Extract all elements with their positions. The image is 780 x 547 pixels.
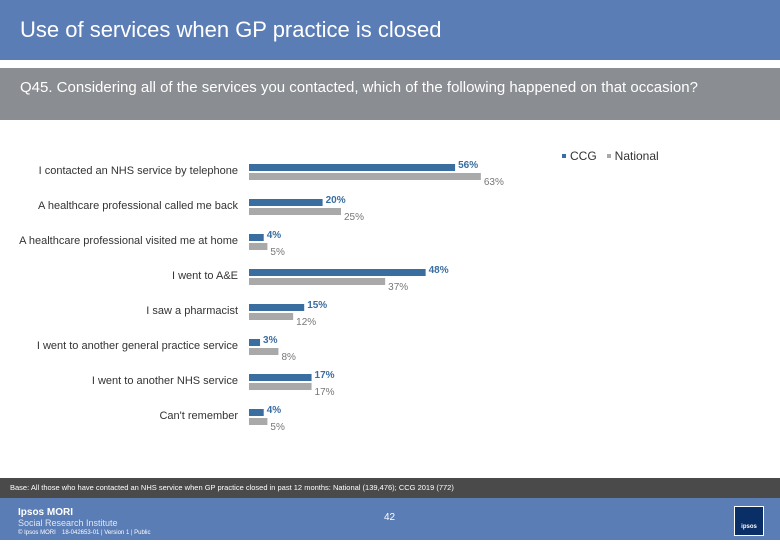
- legend-item-national: National: [606, 149, 659, 163]
- category-label: I went to another general practice servi…: [37, 340, 238, 352]
- bar-chart: I contacted an NHS service by telephone 5…: [19, 160, 504, 433]
- bar-national: [249, 243, 268, 250]
- chart-legend: CCG National: [562, 149, 659, 163]
- page-title: Use of services when GP practice is clos…: [20, 17, 442, 42]
- bar-ccg: [249, 199, 323, 206]
- base-note-bar: Base: All those who have contacted an NH…: [0, 478, 780, 498]
- bar-ccg: [249, 164, 456, 171]
- data-label-ccg: 48%: [429, 265, 449, 276]
- data-label-national: 5%: [270, 422, 285, 433]
- bar-national: [249, 418, 268, 425]
- category-label: I went to A&E: [172, 270, 238, 282]
- category-label: I saw a pharmacist: [146, 305, 238, 317]
- category-label: A healthcare professional visited me at …: [19, 235, 238, 247]
- logo-text: ipsos: [741, 524, 757, 530]
- footer-bar: Ipsos MORI Social Research Institute © I…: [0, 498, 780, 540]
- data-label-ccg: 20%: [326, 195, 346, 206]
- bar-national: [249, 313, 294, 320]
- brand-subtitle: Social Research Institute: [18, 518, 118, 528]
- data-label-ccg: 4%: [267, 405, 282, 416]
- legend-item-ccg: CCG: [562, 149, 597, 163]
- bar-national: [249, 278, 386, 285]
- bar-national: [249, 383, 312, 390]
- legend-swatch-national: [606, 154, 611, 158]
- bar-ccg: [249, 269, 426, 276]
- job-reference: 18-042653-01 | Version 1 | Public: [62, 530, 151, 536]
- data-label-ccg: 56%: [458, 160, 478, 171]
- bar-ccg: [249, 234, 264, 241]
- question-bar: Q45. Considering all of the services you…: [0, 68, 780, 120]
- data-label-national: 37%: [388, 282, 408, 293]
- data-label-ccg: 4%: [267, 230, 282, 241]
- bar-ccg: [249, 409, 264, 416]
- category-label: Can't remember: [159, 410, 238, 422]
- data-label-ccg: 17%: [315, 370, 335, 381]
- data-label-national: 63%: [484, 177, 504, 188]
- ipsos-logo: ipsos: [734, 506, 764, 536]
- data-label-national: 17%: [315, 387, 335, 398]
- base-note: Base: All those who have contacted an NH…: [10, 483, 454, 492]
- title-bar: Use of services when GP practice is clos…: [0, 0, 780, 60]
- legend-label-ccg: CCG: [570, 149, 597, 163]
- data-label-ccg: 15%: [307, 300, 327, 311]
- copyright: © Ipsos MORI: [18, 530, 56, 536]
- page-number: 42: [384, 512, 396, 523]
- legend-swatch-ccg: [562, 154, 566, 158]
- bar-national: [249, 348, 279, 355]
- data-label-national: 12%: [296, 317, 316, 328]
- category-label: I contacted an NHS service by telephone: [39, 165, 238, 177]
- bar-national: [249, 173, 481, 180]
- data-label-national: 5%: [270, 247, 285, 258]
- brand-name: Ipsos MORI: [18, 507, 74, 518]
- data-label-national: 8%: [281, 352, 296, 363]
- bar-national: [249, 208, 341, 215]
- bar-ccg: [249, 339, 261, 346]
- category-label: I went to another NHS service: [92, 375, 238, 387]
- category-label: A healthcare professional called me back: [38, 200, 238, 212]
- data-label-national: 25%: [344, 212, 364, 223]
- bar-ccg: [249, 374, 312, 381]
- bar-ccg: [249, 304, 305, 311]
- data-label-ccg: 3%: [263, 335, 278, 346]
- question-text: Q45. Considering all of the services you…: [20, 79, 698, 96]
- legend-label-national: National: [614, 149, 659, 163]
